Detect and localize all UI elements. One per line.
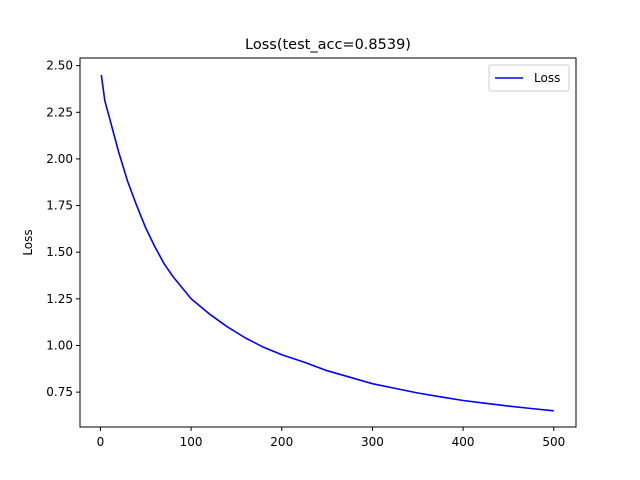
- x-tick-label: 300: [361, 435, 384, 449]
- legend-label-loss: Loss: [534, 71, 560, 85]
- legend: Loss: [488, 64, 570, 92]
- y-tick-label: 2.25: [46, 105, 73, 119]
- y-tick-label: 1.00: [46, 338, 73, 352]
- x-tick-label: 200: [270, 435, 293, 449]
- series-line-loss: [100, 74, 554, 412]
- x-tick-label: 0: [97, 435, 105, 449]
- x-tick-label: 100: [180, 435, 203, 449]
- y-tick-label: 2.00: [46, 152, 73, 166]
- y-tick-label: 1.25: [46, 292, 73, 306]
- y-axis-label: Loss: [21, 229, 35, 255]
- chart-title: Loss(test_acc=0.8539): [245, 37, 411, 53]
- y-tick-label: 1.75: [46, 199, 73, 213]
- plot-frame: [79, 57, 577, 428]
- x-axis: 0 100 200 300 400 500: [97, 427, 565, 449]
- y-tick-label: 2.50: [46, 59, 73, 73]
- x-tick-label: 400: [452, 435, 475, 449]
- series-layer: [100, 74, 554, 412]
- y-tick-label: 0.75: [46, 385, 73, 399]
- y-axis: 0.75 1.00 1.25 1.50 1.75 2.00 2.25 2.50: [46, 59, 80, 399]
- y-tick-label: 1.50: [46, 245, 73, 259]
- legend-box: [488, 64, 570, 92]
- x-tick-label: 500: [542, 435, 565, 449]
